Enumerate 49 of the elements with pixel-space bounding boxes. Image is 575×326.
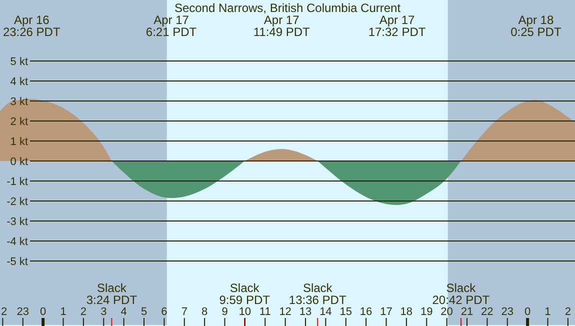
y-tick-label: 5 kt (10, 56, 28, 68)
x-tick-label: 7 (181, 306, 188, 318)
x-tick-label: 20 (440, 306, 453, 318)
x-tick-label: 16 (360, 306, 372, 318)
x-tick-label: 23 (16, 306, 30, 318)
x-tick-label: 1 (60, 306, 66, 318)
annotation: Apr 17 11:49 PDT (253, 13, 311, 39)
x-tick-label: 22 (481, 306, 494, 318)
y-tick-label: -5 kt (6, 256, 28, 268)
x-tick-label: 2 (0, 306, 8, 318)
y-tick-label: -1 kt (6, 176, 28, 188)
x-tick-label: 15 (340, 306, 352, 318)
x-tick-label: 19 (420, 306, 433, 318)
x-tick-label: 0 (40, 306, 46, 318)
x-tick-label: 2 (564, 306, 571, 318)
annotation: Slack 9:59 PDT (219, 281, 271, 307)
x-tick-label: 14 (320, 306, 332, 318)
y-tick-label: -3 kt (6, 216, 28, 228)
x-tick-label: 2 (80, 306, 87, 318)
chart-title: Second Narrows, British Columbia Current (174, 1, 402, 15)
x-tick-label: 23 (501, 306, 514, 318)
x-tick-label: 0 (524, 306, 531, 318)
annotation: Apr 17 6:21 PDT (146, 13, 198, 39)
x-tick-label: 10 (238, 306, 252, 318)
x-tick-label: 8 (202, 306, 208, 318)
x-tick-label: 18 (400, 306, 413, 318)
annotation: Apr 18 0:25 PDT (510, 13, 562, 39)
y-tick-label: 2 kt (10, 116, 28, 128)
annotation: Slack 13:36 PDT (288, 281, 347, 307)
annotation: Apr 16 23:26 PDT (2, 13, 61, 39)
x-tick-label: 21 (460, 306, 474, 318)
y-tick-label: 4 kt (10, 76, 28, 88)
x-tick-label: 12 (279, 306, 292, 318)
annotation: Apr 17 17:32 PDT (368, 13, 426, 39)
x-tick-label: 1 (544, 306, 551, 318)
x-tick-label: 5 (140, 306, 148, 318)
x-tick-label: 6 (161, 306, 168, 318)
x-tick-label: 3 (100, 306, 107, 318)
x-tick-label: 13 (299, 306, 312, 318)
y-tick-label: 1 kt (10, 136, 28, 148)
x-tick-label: 4 (120, 306, 127, 318)
annotation: Slack 3:24 PDT (86, 281, 138, 307)
x-tick-label: 17 (380, 306, 392, 318)
x-tick-label: 9 (222, 306, 228, 318)
y-tick-label: -2 kt (6, 196, 28, 208)
annotation: Slack 20:42 PDT (432, 281, 490, 307)
y-tick-label: 0 kt (10, 156, 28, 168)
x-tick-label: 11 (259, 306, 271, 318)
y-tick-label: -4 kt (6, 236, 28, 248)
